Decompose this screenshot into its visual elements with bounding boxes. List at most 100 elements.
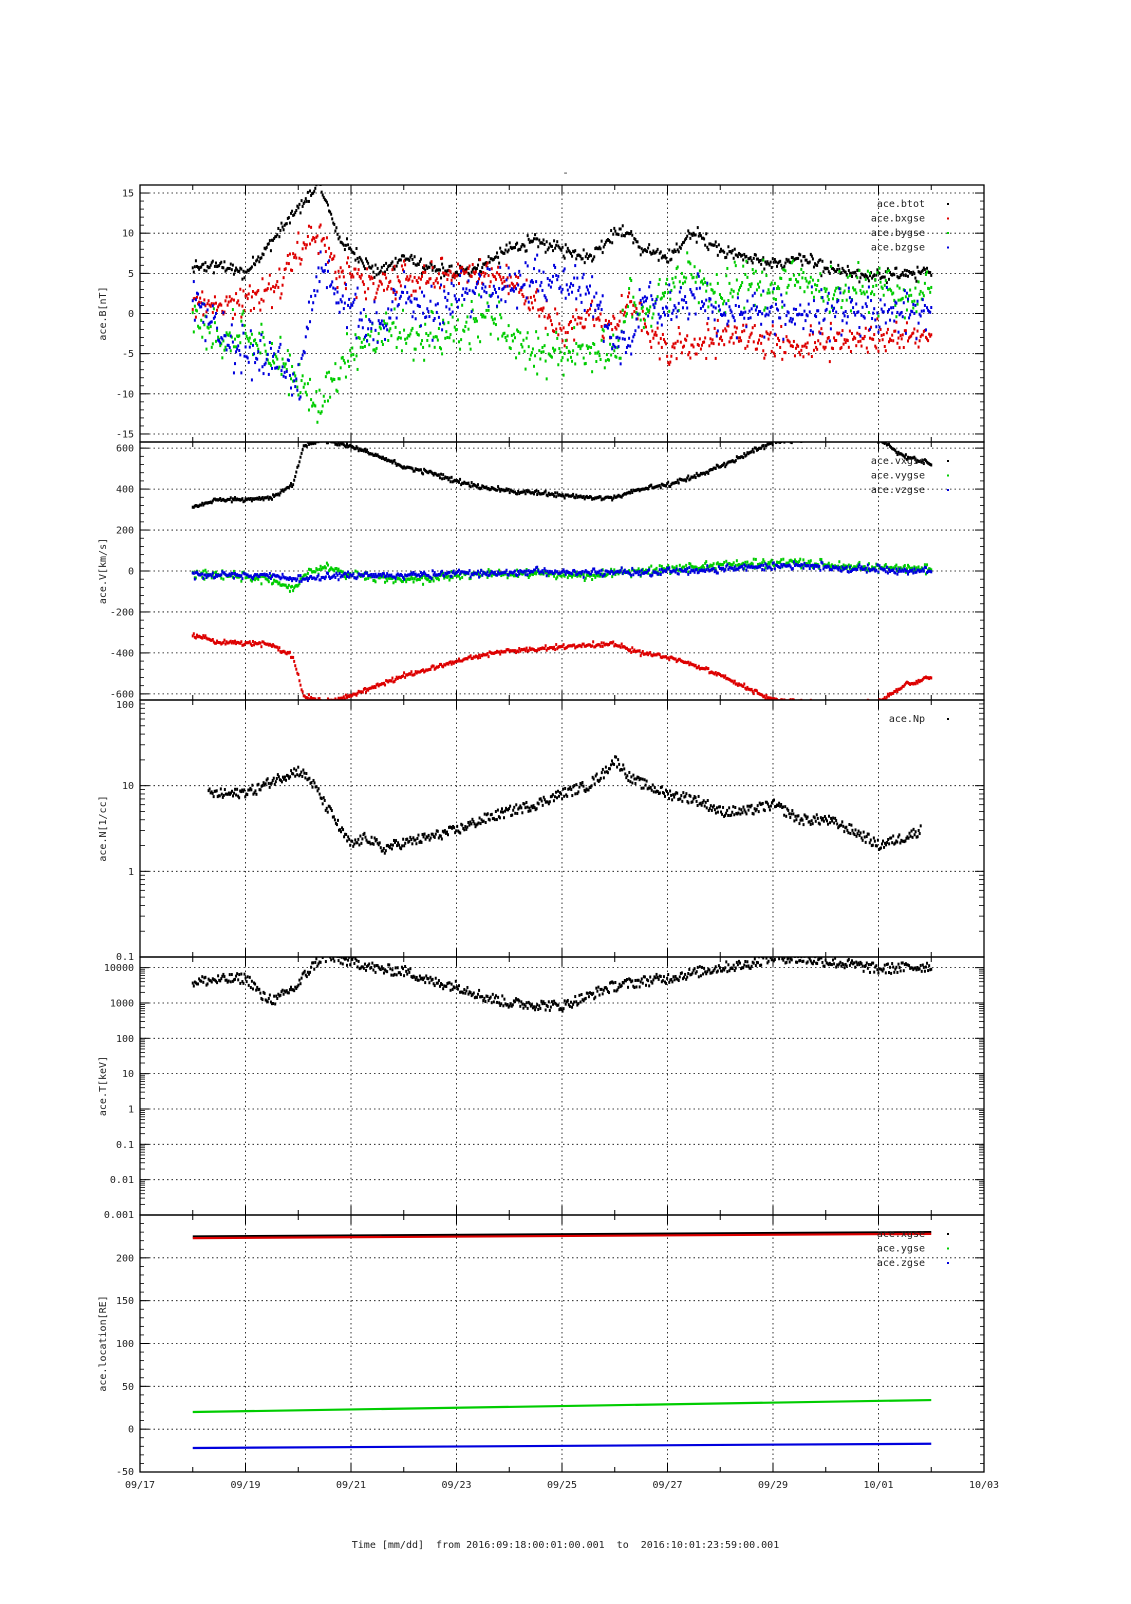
data-point bbox=[882, 338, 884, 341]
data-point bbox=[677, 265, 679, 268]
data-point bbox=[297, 206, 299, 209]
data-point bbox=[506, 339, 508, 342]
data-point bbox=[832, 347, 834, 350]
data-point bbox=[713, 562, 715, 565]
data-point bbox=[725, 302, 727, 305]
data-point bbox=[632, 304, 634, 307]
data-point bbox=[526, 279, 528, 282]
data-point bbox=[927, 339, 929, 342]
data-point bbox=[404, 338, 406, 341]
data-point bbox=[650, 565, 652, 568]
data-point bbox=[760, 294, 762, 297]
data-point bbox=[874, 701, 876, 704]
data-point bbox=[650, 294, 652, 297]
data-point bbox=[705, 560, 707, 563]
data-point bbox=[761, 335, 763, 338]
data-point bbox=[773, 352, 775, 355]
data-point bbox=[624, 311, 626, 314]
data-point bbox=[306, 393, 308, 396]
data-point bbox=[802, 440, 804, 443]
data-point bbox=[723, 251, 725, 254]
data-point bbox=[436, 335, 438, 338]
data-point bbox=[689, 262, 691, 265]
data-point bbox=[404, 676, 406, 679]
data-point bbox=[512, 339, 514, 342]
data-point bbox=[805, 701, 807, 704]
data-point bbox=[854, 314, 856, 317]
data-point bbox=[467, 279, 469, 282]
data-point bbox=[745, 325, 747, 328]
data-point bbox=[470, 315, 472, 318]
data-point bbox=[436, 277, 438, 280]
data-point bbox=[350, 354, 352, 357]
data-point bbox=[676, 565, 678, 568]
data-point bbox=[610, 336, 612, 339]
data-point bbox=[747, 288, 749, 291]
data-point bbox=[829, 339, 831, 342]
data-point bbox=[234, 338, 236, 341]
data-point bbox=[525, 492, 527, 495]
data-point bbox=[866, 347, 868, 350]
data-point bbox=[540, 281, 542, 284]
data-point bbox=[259, 351, 261, 354]
data-point bbox=[836, 436, 838, 439]
data-point bbox=[214, 321, 216, 324]
data-point bbox=[398, 336, 400, 339]
data-point bbox=[661, 324, 663, 327]
data-point bbox=[294, 374, 296, 377]
data-point bbox=[782, 702, 784, 705]
data-point bbox=[541, 309, 543, 312]
data-point bbox=[828, 292, 830, 295]
data-point bbox=[819, 332, 821, 335]
data-point bbox=[659, 278, 661, 281]
data-point bbox=[883, 333, 885, 336]
data-point bbox=[858, 704, 860, 707]
data-point bbox=[876, 268, 878, 271]
data-point bbox=[295, 471, 297, 474]
data-point bbox=[500, 298, 502, 301]
data-point bbox=[750, 256, 752, 259]
data-point bbox=[877, 350, 879, 353]
data-point bbox=[245, 332, 247, 335]
data-point bbox=[286, 262, 288, 265]
data-point bbox=[323, 439, 325, 442]
data-point bbox=[290, 377, 292, 380]
data-point bbox=[223, 260, 225, 263]
data-point bbox=[566, 346, 568, 349]
data-point bbox=[688, 351, 690, 354]
data-point bbox=[736, 326, 738, 329]
data-point bbox=[689, 288, 691, 291]
data-point bbox=[316, 568, 318, 571]
data-point bbox=[253, 307, 255, 310]
data-point bbox=[271, 367, 273, 370]
data-point bbox=[795, 347, 797, 350]
data-point bbox=[848, 346, 850, 349]
data-point bbox=[799, 253, 801, 256]
data-point bbox=[705, 232, 707, 235]
data-point bbox=[545, 360, 547, 363]
data-point bbox=[904, 289, 906, 292]
data-point bbox=[303, 386, 305, 389]
data-point bbox=[428, 266, 430, 269]
data-point bbox=[519, 248, 521, 251]
data-point bbox=[440, 276, 442, 279]
data-point bbox=[376, 292, 378, 295]
data-point bbox=[499, 313, 501, 316]
data-point bbox=[229, 295, 231, 298]
data-point bbox=[279, 343, 281, 346]
data-point bbox=[643, 300, 645, 303]
data-point bbox=[558, 347, 560, 350]
data-point bbox=[378, 284, 380, 287]
data-point bbox=[356, 354, 358, 357]
data-point bbox=[348, 298, 350, 301]
data-point bbox=[639, 288, 641, 291]
data-point bbox=[425, 332, 427, 335]
data-point bbox=[293, 379, 295, 382]
data-point bbox=[763, 268, 765, 271]
data-point bbox=[193, 330, 195, 333]
data-point bbox=[810, 276, 812, 279]
data-point bbox=[280, 222, 282, 225]
data-point bbox=[687, 475, 689, 478]
data-point bbox=[696, 353, 698, 356]
data-point bbox=[413, 290, 415, 293]
